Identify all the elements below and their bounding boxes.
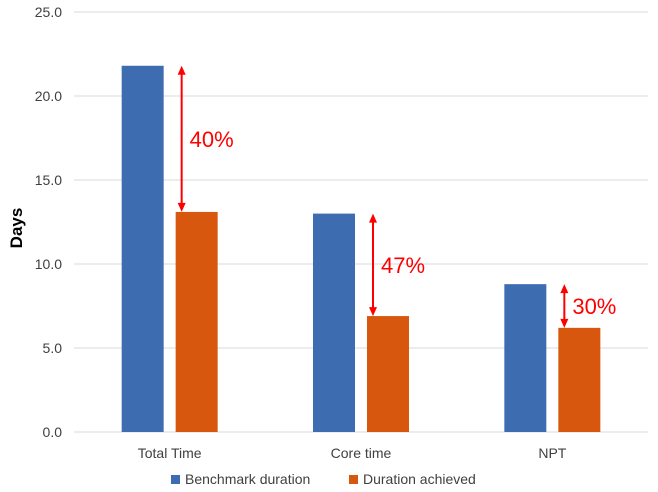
legend-label: Benchmark duration xyxy=(185,471,310,487)
arrow-head-down xyxy=(369,307,377,317)
legend-swatch xyxy=(171,475,180,484)
bar-achieved-0 xyxy=(175,211,218,432)
bar-achieved-1 xyxy=(367,316,409,432)
y-axis-ticks: 0.0 5.0 10.0 15.0 20.0 25.0 xyxy=(35,4,62,440)
arrow-head-up xyxy=(177,65,186,75)
annotation-label: 40% xyxy=(190,127,234,152)
y-tick-label: 20.0 xyxy=(35,88,62,104)
y-tick-label: 15.0 xyxy=(35,172,62,188)
x-axis-categories: Total Time Core time NPT xyxy=(138,445,567,461)
bar-benchmark-1 xyxy=(313,213,355,432)
y-tick-label: 10.0 xyxy=(35,256,62,272)
arrow-annotation-0: 40% xyxy=(177,65,234,212)
x-category-label: Core time xyxy=(331,445,392,461)
annotation-label: 30% xyxy=(572,294,616,319)
y-axis-label: Days xyxy=(7,208,26,249)
x-category-label: Total Time xyxy=(138,445,202,461)
bar-achieved-2 xyxy=(558,327,601,432)
annotations: 40% 47% 30% xyxy=(177,65,616,328)
arrow-head-down xyxy=(177,202,186,212)
y-tick-label: 5.0 xyxy=(43,340,63,356)
bar-benchmark-2 xyxy=(504,284,547,432)
y-tick-label: 0.0 xyxy=(43,424,63,440)
gridlines xyxy=(74,11,648,433)
arrow-annotation-2: 30% xyxy=(560,284,616,328)
y-tick-label: 25.0 xyxy=(35,4,62,20)
arrow-head-up xyxy=(560,284,569,294)
legend-label: Duration achieved xyxy=(363,471,476,487)
arrow-head-up xyxy=(369,213,377,223)
bar-benchmark-0 xyxy=(121,65,164,432)
legend-swatch xyxy=(349,475,358,484)
annotation-label: 47% xyxy=(381,253,425,278)
bars xyxy=(121,65,601,432)
arrow-head-down xyxy=(560,318,569,328)
x-category-label: NPT xyxy=(538,445,566,461)
arrow-annotation-1: 47% xyxy=(369,213,425,317)
legend: Benchmark duration Duration achieved xyxy=(171,471,476,487)
